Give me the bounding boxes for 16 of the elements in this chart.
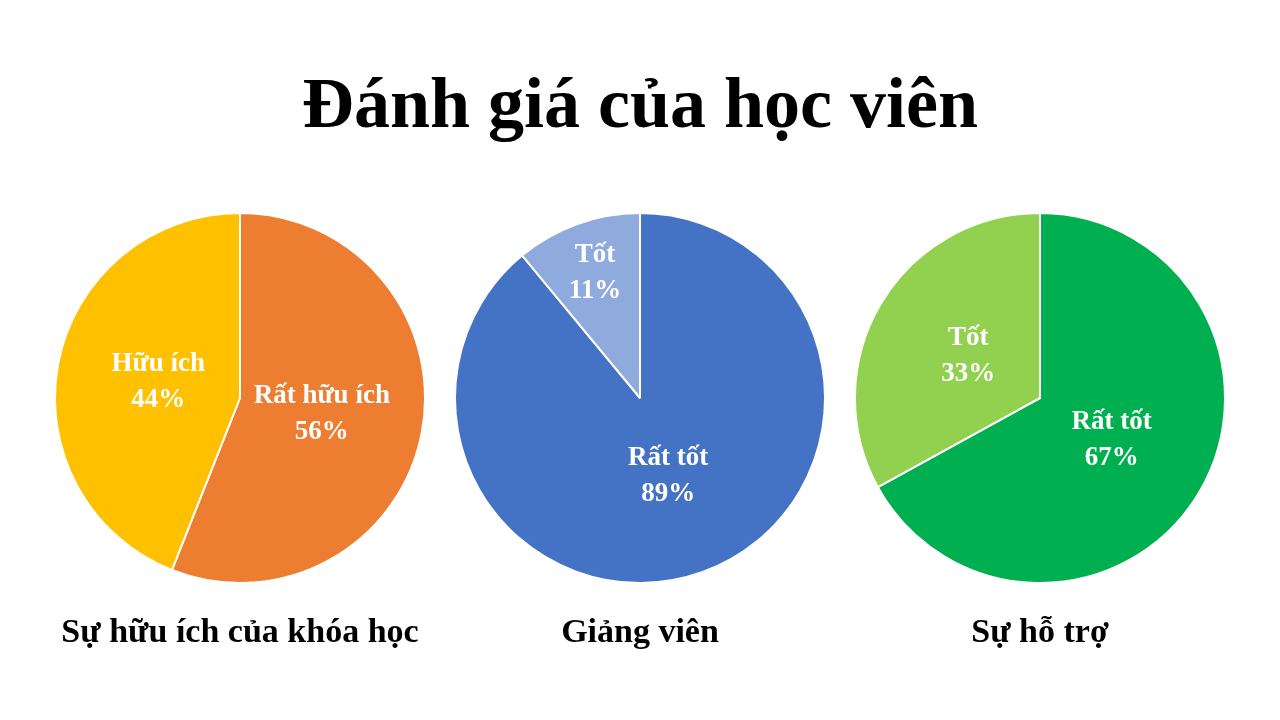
data-label: 56% [294,414,349,445]
slice-label: Rất tốt [1071,405,1152,436]
text: Sự hữu ích của khóa học [60,612,420,650]
text: Đánh giá của học viên [300,62,980,145]
slice-label: Tốt [574,237,616,268]
data-label: 33% [941,356,996,387]
slice-label: Rất tốt [628,441,709,472]
slice-label: Tốt [948,320,989,351]
data-label: 67% [1084,441,1139,472]
data-label: 11% [568,273,622,304]
text: Giảng viên [560,612,720,650]
slice-label: Rất hữu ích [253,378,390,409]
text: Sự hỗ trợ [970,612,1110,650]
data-label: 89% [641,477,696,508]
slice-label: Hữu ích [111,347,205,378]
data-label: 44% [131,383,186,414]
